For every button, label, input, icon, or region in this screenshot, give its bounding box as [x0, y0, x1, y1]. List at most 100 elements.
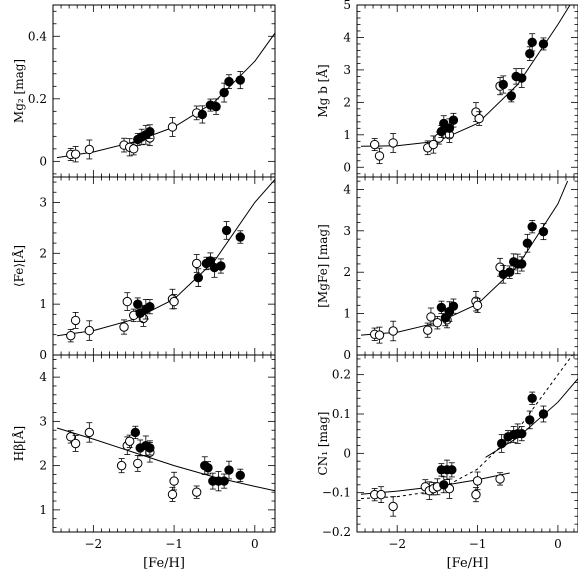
data-point-filled: [447, 465, 457, 475]
data-point-open: [66, 330, 76, 341]
data-point-open: [129, 144, 139, 154]
fit-curve: [56, 32, 275, 159]
x-tick-label: −1: [165, 537, 183, 551]
data-point-open: [191, 258, 202, 269]
y-axis-label: ⟨Fe⟩[Å]: [11, 245, 26, 287]
y-tick-label: −0.1: [322, 486, 351, 500]
y-tick-label: 2: [39, 246, 47, 260]
data-point-open: [122, 296, 132, 307]
data-point-open: [374, 151, 385, 161]
plot-area: [360, 5, 571, 165]
data-point-filled: [527, 393, 537, 403]
data-point-open: [124, 436, 135, 446]
y-tick-label: 3: [343, 63, 351, 77]
data-point-filled: [517, 428, 527, 439]
data-point-filled: [527, 221, 537, 232]
y-tick-label: 1: [39, 297, 47, 311]
y-tick-label: 5: [343, 0, 351, 12]
data-point-filled: [211, 101, 221, 112]
panel-mgfe: 0 1 2 3 4 [MgFe] [mag]: [316, 176, 578, 362]
data-point-filled: [219, 476, 229, 486]
data-point-open: [472, 476, 483, 486]
y-axis-label: Hβ[Å]: [11, 426, 26, 461]
y-tick-label: 0: [39, 348, 47, 362]
panel-hbeta: 1 2 3 4 Hβ[Å] −2 −1 0 [Fe/H]: [11, 354, 276, 569]
data-point-filled: [130, 427, 141, 438]
plot-area: [360, 180, 569, 344]
data-point-filled: [224, 465, 234, 475]
panel-frame: [52, 354, 276, 533]
data-point-filled: [525, 48, 535, 59]
y-tick-label: 1: [343, 307, 351, 321]
y-tick-label: −0.2: [322, 525, 351, 539]
x-axis-label: [Fe/H]: [447, 556, 489, 569]
plot-area: [360, 355, 578, 517]
y-tick-label: 4: [343, 30, 351, 44]
data-point-open: [495, 474, 505, 484]
y-tick-label: 4: [343, 182, 351, 196]
y-tick-label: 1: [343, 128, 351, 142]
data-point-open: [84, 144, 95, 155]
y-tick-label: 3: [39, 414, 47, 428]
data-point-open: [388, 326, 398, 336]
data-point-filled: [197, 109, 208, 120]
data-point-filled: [506, 91, 516, 101]
data-point-open: [133, 458, 143, 469]
data-point-open: [167, 122, 178, 132]
data-point-open: [388, 501, 398, 512]
x-tick-label: 0: [251, 537, 259, 551]
fit-curve: [56, 179, 275, 337]
data-point-filled: [496, 438, 507, 449]
data-point-filled: [145, 443, 155, 453]
y-tick-label: 2: [39, 459, 47, 473]
data-point-filled: [527, 37, 537, 48]
data-point-filled: [525, 415, 535, 425]
data-point-filled: [448, 301, 459, 311]
y-tick-label: 3: [343, 224, 351, 238]
data-point-filled: [448, 115, 459, 125]
fit-curve: [360, 5, 571, 147]
y-tick-label: 1: [39, 503, 47, 517]
y-axis-label: CN₁ [mag]: [316, 412, 330, 476]
y-axis-label: Mg₂ [mag]: [12, 59, 26, 123]
data-point-filled: [538, 226, 549, 237]
y-axis-label: [MgFe] [mag]: [316, 224, 330, 308]
data-point-filled: [517, 259, 527, 269]
data-point-filled: [235, 75, 245, 85]
data-point-filled: [219, 87, 229, 98]
data-point-filled: [203, 463, 213, 473]
data-point-open: [423, 325, 433, 335]
y-tick-label: 0: [343, 160, 351, 174]
y-tick-label: 0.4: [28, 29, 47, 43]
y-tick-label: 4: [39, 370, 47, 384]
data-point-filled: [444, 123, 455, 134]
panel-frame: [356, 354, 578, 533]
data-point-open: [388, 138, 398, 148]
panel-mg2: 0 0.2 0.4 Mg₂ [mag]: [12, 4, 276, 178]
y-axis-label: Mg b [Å]: [315, 64, 330, 117]
data-point-filled: [436, 302, 447, 313]
y-tick-label: 0.2: [28, 92, 47, 106]
data-point-filled: [538, 39, 549, 49]
data-point-open: [66, 432, 76, 442]
data-point-filled: [145, 126, 155, 137]
x-tick-label: −1: [469, 537, 487, 551]
data-point-open: [426, 312, 436, 322]
data-point-open: [432, 318, 443, 328]
y-tick-label: 0: [343, 348, 351, 362]
y-tick-label: 0: [343, 446, 351, 460]
y-tick-label: 0.1: [332, 407, 351, 421]
panel-frame: [356, 4, 578, 178]
data-point-open: [428, 139, 439, 150]
data-point-filled: [224, 76, 234, 87]
x-tick-label: −2: [388, 537, 406, 551]
data-point-open: [70, 149, 81, 159]
data-point-open: [376, 489, 386, 500]
data-point-open: [374, 330, 385, 340]
data-point-filled: [538, 409, 549, 419]
fit-curve: [360, 180, 569, 336]
data-point-open: [84, 325, 95, 336]
data-point-filled: [522, 238, 533, 248]
data-point-filled: [439, 480, 449, 490]
